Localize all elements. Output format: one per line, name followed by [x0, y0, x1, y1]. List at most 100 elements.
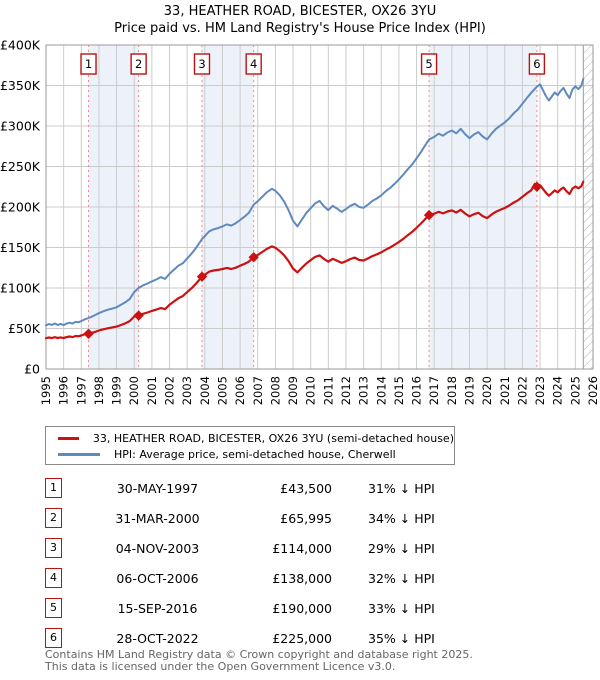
x-axis-tick-label: 2001	[145, 376, 159, 405]
sale-vs-hpi: 32% ↓ HPI	[368, 571, 435, 586]
sale-number-label: 3	[198, 57, 205, 71]
table-row: 4 06-OCT-2006 £138,000 32% ↓ HPI	[0, 568, 600, 589]
x-axis-tick-label: 2002	[163, 376, 177, 405]
sale-number-label: 1	[85, 57, 92, 71]
x-axis-tick-label: 2020	[480, 376, 494, 405]
x-axis-tick-label: 2013	[357, 376, 371, 405]
license-line: This data is licensed under the Open Gov…	[45, 659, 396, 673]
sale-diamond-marker	[196, 271, 208, 282]
sale-date: 15-SEP-2016	[117, 601, 198, 616]
x-axis-tick-label: 2012	[339, 376, 353, 405]
x-axis-tick-label: 2000	[127, 376, 141, 405]
sale-date: 04-NOV-2003	[115, 541, 200, 556]
page-subtitle: Price paid vs. HM Land Registry's House …	[114, 21, 486, 36]
sale-vs-hpi: 34% ↓ HPI	[368, 511, 435, 526]
legend-item-hpi: HPI: Average price, semi-detached house,…	[46, 446, 454, 462]
sale-number-label: 4	[250, 57, 257, 71]
price-chart-canvas: 1 2 3 4 5 6 £0 £50K £100K £150K £200K £250K £300K £35…	[0, 37, 600, 405]
sale-date: 31-MAR-2000	[115, 511, 200, 526]
sale-number-badge: 2	[45, 508, 62, 528]
y-axis-tick-label: £400K	[0, 37, 41, 52]
sale-diamond-marker	[423, 209, 435, 221]
x-axis-tick-label: 2024	[551, 376, 565, 405]
x-axis-tick-label: 2004	[198, 376, 212, 405]
license-line: Contains HM Land Registry data © Crown c…	[45, 648, 473, 661]
sale-number-badge: 5	[45, 598, 62, 618]
x-axis-tick-label: 1995	[39, 376, 53, 405]
property-line-swatch	[58, 436, 79, 440]
sale-price: £114,000	[272, 541, 332, 556]
y-axis-tick-label: £0	[24, 361, 40, 376]
sale-price: £138,000	[272, 571, 332, 586]
x-axis-tick-label: 2021	[498, 376, 512, 405]
sale-vs-hpi: 35% ↓ HPI	[368, 631, 435, 646]
hpi-line-swatch	[58, 452, 100, 456]
y-axis-tick-label: £200K	[0, 199, 41, 214]
y-axis-tick-label: £350K	[0, 78, 41, 93]
price-chart: 1 2 3 4 5 6 £0 £50K £100K £150K £200K £250K £300K £35…	[0, 37, 600, 405]
x-axis-tick-label: 1999	[110, 376, 124, 405]
table-row: 6 28-OCT-2022 £225,000 35% ↓ HPI	[0, 628, 600, 649]
sale-price: £190,000	[272, 601, 332, 616]
x-axis-tick-label: 2025	[568, 376, 582, 405]
sale-price: £225,000	[272, 631, 332, 646]
sale-diamond-marker	[248, 252, 259, 263]
x-axis-tick-label: 2017	[427, 376, 441, 405]
sale-number-label: 2	[135, 57, 142, 71]
x-axis-tick-label: 2009	[286, 376, 300, 405]
sale-number-badge: 4	[45, 568, 62, 588]
price-line	[44, 180, 585, 340]
y-axis-tick-label: £300K	[0, 118, 41, 133]
sale-number-badge: 6	[45, 628, 62, 648]
hpi-line	[45, 78, 585, 327]
y-axis-tick-label: £50K	[8, 321, 41, 336]
sale-number-box	[245, 53, 262, 75]
y-axis-tick-label: £250K	[0, 159, 41, 174]
legend-label: HPI: Average price, semi-detached house,…	[114, 447, 396, 461]
sale-diamond-marker	[133, 310, 144, 321]
sale-price: £65,995	[280, 511, 332, 526]
table-row: 3 04-NOV-2003 £114,000 29% ↓ HPI	[0, 538, 600, 559]
sale-date: 30-MAY-1997	[116, 481, 199, 496]
legend-label: 33, HEATHER ROAD, BICESTER, OX26 3YU (se…	[92, 431, 454, 445]
table-row: 1 30-MAY-1997 £43,500 31% ↓ HPI	[0, 478, 600, 499]
x-axis-tick-label: 2015	[392, 376, 406, 405]
sale-vs-hpi: 33% ↓ HPI	[368, 601, 435, 616]
sale-number-box	[420, 53, 438, 75]
x-axis-tick-label: 2007	[251, 376, 265, 405]
chart-legend: 33, HEATHER ROAD, BICESTER, OX26 3YU (se…	[45, 426, 455, 465]
sale-number-box	[528, 53, 546, 75]
x-axis-tick-label: 1997	[74, 376, 88, 405]
x-axis-tick-label: 2022	[515, 376, 529, 405]
x-axis-tick-label: 2023	[533, 376, 547, 405]
x-axis-tick-label: 2019	[463, 376, 477, 405]
x-axis-tick-label: 2010	[304, 376, 318, 405]
sale-number-badge: 1	[45, 478, 62, 498]
license-note: Contains HM Land Registry data © Crown c…	[45, 649, 473, 672]
x-axis-tick-label: 1998	[92, 376, 106, 405]
sale-vs-hpi: 31% ↓ HPI	[368, 481, 435, 496]
sale-price: £43,500	[280, 481, 332, 496]
table-row: 2 31-MAR-2000 £65,995 34% ↓ HPI	[0, 508, 600, 529]
sale-vs-hpi: 29% ↓ HPI	[368, 541, 435, 556]
sale-number-badge: 3	[45, 538, 62, 558]
sale-diamond-marker	[531, 181, 543, 192]
x-axis-tick-label: 2018	[445, 376, 459, 405]
x-axis-tick-label: 2003	[180, 376, 194, 405]
page-title: 33, HEATHER ROAD, BICESTER, OX26 3YU	[163, 4, 437, 19]
x-axis-tick-label: 2006	[233, 376, 247, 405]
x-axis-tick-label: 2008	[268, 376, 282, 405]
x-axis-tick-label: 2014	[374, 376, 388, 405]
sale-number-box	[80, 53, 97, 75]
x-axis-tick-label: 2005	[215, 376, 229, 405]
legend-item-property: 33, HEATHER ROAD, BICESTER, OX26 3YU (se…	[46, 430, 454, 446]
y-axis-tick-label: £150K	[0, 240, 41, 255]
sale-date: 28-OCT-2022	[116, 631, 199, 646]
sale-number-label: 5	[425, 57, 432, 71]
sale-date: 06-OCT-2006	[116, 571, 199, 586]
table-row: 5 15-SEP-2016 £190,000 33% ↓ HPI	[0, 598, 600, 619]
x-axis-tick-label: 2016	[410, 376, 424, 405]
x-axis-tick-label: 2026	[586, 376, 600, 405]
sale-diamond-marker	[83, 328, 94, 339]
